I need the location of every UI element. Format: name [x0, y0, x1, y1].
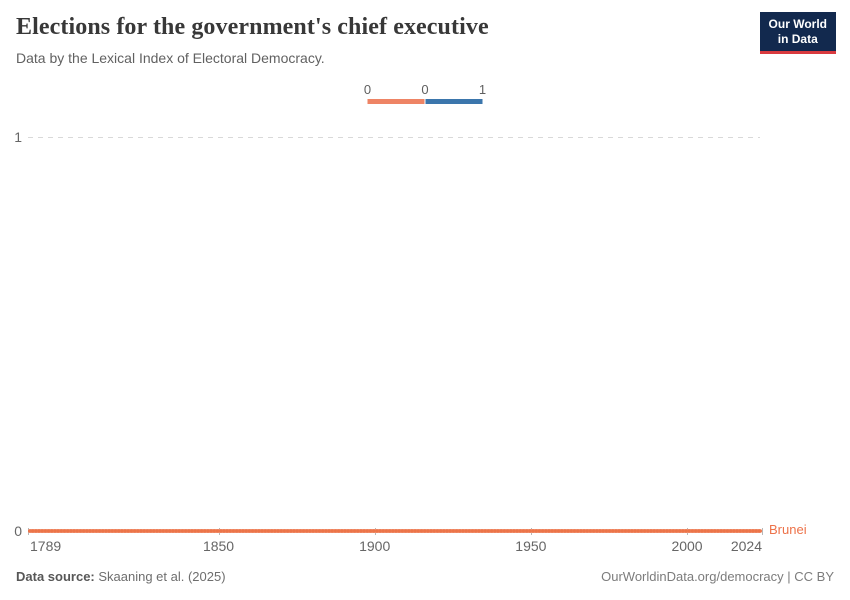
legend-color-bar — [367, 99, 483, 104]
data-source-value: Skaaning et al. (2025) — [94, 569, 226, 584]
color-legend: 0 0 1 — [364, 82, 487, 104]
page-title: Elections for the government's chief exe… — [16, 14, 489, 40]
y-axis-tick-1: 1 — [14, 129, 22, 145]
legend-tick-label: 0 — [363, 82, 372, 97]
page-subtitle: Data by the Lexical Index of Electoral D… — [16, 50, 325, 66]
legend-tick-label: 1 — [478, 82, 487, 97]
chart-footer: Data source: Skaaning et al. (2025) OurW… — [16, 569, 834, 584]
x-axis-tick-label: 1950 — [515, 538, 547, 554]
attribution-link: OurWorldinData.org/democracy | CC BY — [601, 569, 834, 584]
owid-logo-line1: Our World — [768, 17, 827, 31]
legend-tick-label: 0 — [421, 82, 429, 97]
x-axis-tick-label: 1900 — [359, 538, 391, 554]
owid-logo: Our World in Data — [759, 12, 836, 54]
series-entity-label: Brunei — [769, 522, 807, 537]
plot-area: Brunei — [28, 137, 807, 537]
x-axis-tick-mark — [762, 528, 763, 535]
legend-segment-orange — [367, 99, 425, 104]
legend-labels: 0 0 1 — [364, 82, 487, 97]
series-line-brunei — [28, 529, 762, 533]
gridline-y1 — [28, 137, 760, 138]
data-source-note: Data source: Skaaning et al. (2025) — [16, 569, 226, 584]
legend-segment-blue — [425, 99, 483, 104]
x-axis-tick-label: 2000 — [671, 538, 703, 554]
x-axis-tick-label: 1850 — [202, 538, 235, 554]
x-axis-labels: 1789 1850 1900 1950 2000 2024 — [28, 538, 762, 556]
x-axis-tick-label: 2024 — [730, 538, 762, 554]
data-source-label: Data source: — [16, 569, 95, 584]
owid-logo-line2: in Data — [777, 32, 818, 46]
y-axis-tick-0: 0 — [14, 523, 22, 539]
x-axis-tick-label: 1789 — [30, 538, 62, 554]
